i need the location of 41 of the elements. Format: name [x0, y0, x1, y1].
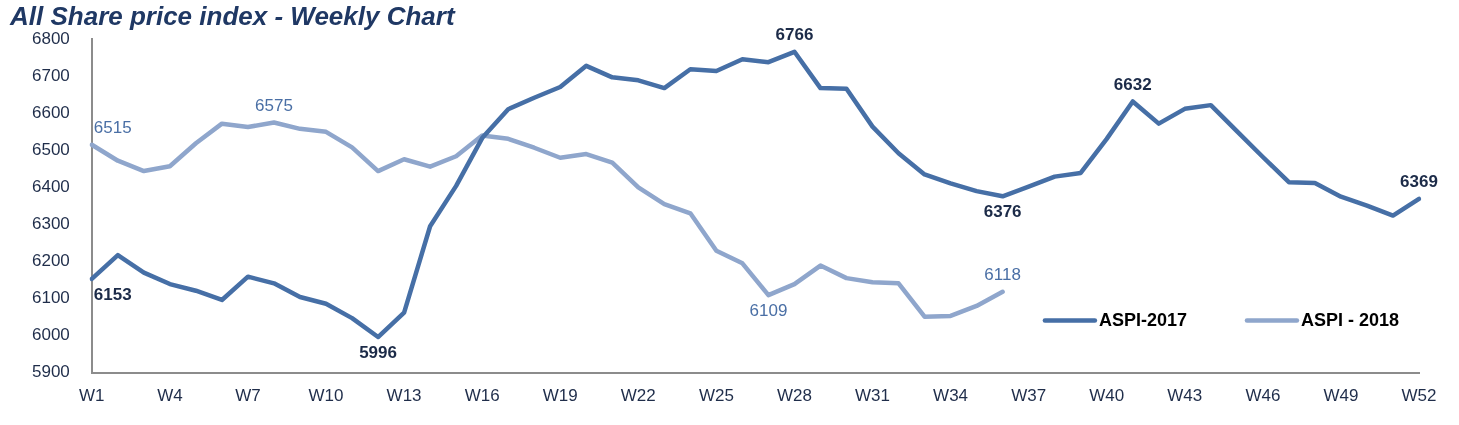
y-tick-label: 6800: [31, 28, 70, 48]
x-tick-label: W28: [776, 386, 812, 406]
data-label: 6766: [775, 24, 814, 44]
y-tick-label: 6000: [31, 325, 70, 345]
data-label: 6369: [1400, 172, 1438, 192]
x-tick-label: W16: [464, 386, 500, 406]
y-tick-label: 6200: [31, 251, 70, 271]
y-tick-label: 5900: [31, 362, 70, 382]
y-tick-label: 6400: [31, 177, 70, 197]
data-label: 6575: [255, 95, 293, 115]
x-tick-label: W31: [855, 386, 890, 406]
x-tick-label: W19: [542, 386, 578, 406]
y-tick-label: 6700: [31, 65, 70, 85]
data-label: 5996: [359, 343, 397, 363]
x-tick-label: W46: [1245, 386, 1281, 406]
data-label: 6632: [1113, 74, 1152, 94]
x-tick-label: W40: [1089, 386, 1125, 406]
x-tick-label: W13: [386, 386, 422, 406]
x-tick-label: W25: [698, 386, 734, 406]
data-label: 6376: [983, 202, 1022, 222]
x-tick-label: W10: [308, 386, 344, 406]
data-label: 6153: [93, 285, 132, 305]
y-tick-label: 6100: [31, 288, 70, 308]
x-tick-label: W7: [235, 386, 261, 406]
data-label: 6515: [93, 117, 132, 137]
x-tick-label: W37: [1011, 386, 1047, 406]
legend-label: ASPI - 2018: [1300, 309, 1400, 330]
x-tick-label: W4: [157, 386, 183, 406]
y-tick-label: 6300: [31, 214, 70, 234]
x-tick-label: W22: [620, 386, 656, 406]
x-tick-label: W52: [1401, 386, 1437, 406]
legend-label: ASPI-2017: [1098, 309, 1187, 330]
chart-title: All Share price index - Weekly Chart: [9, 0, 456, 31]
x-tick-label: W1: [79, 386, 105, 406]
data-label: 6109: [749, 301, 788, 321]
x-tick-label: W49: [1323, 386, 1359, 406]
x-tick-label: W43: [1167, 386, 1203, 406]
x-tick-label: W34: [933, 386, 969, 406]
y-tick-label: 6600: [31, 102, 70, 122]
data-label: 6118: [984, 265, 1021, 285]
y-tick-label: 6500: [31, 140, 70, 160]
